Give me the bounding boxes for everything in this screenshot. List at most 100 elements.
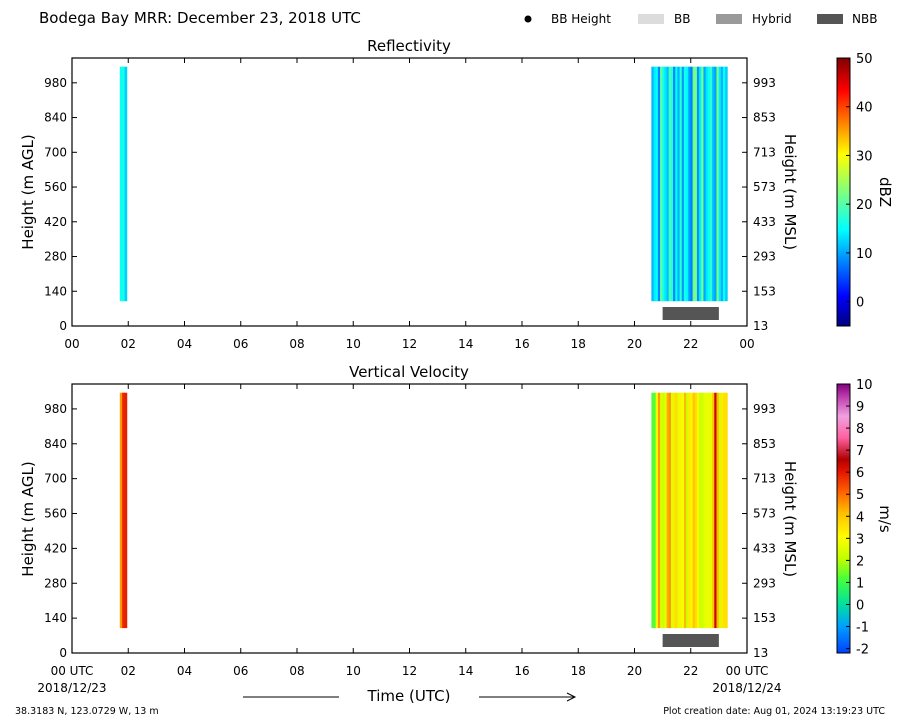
velocity-colorbar-ticks: -2 -1 0 1 2 3 4 5 6 7 8 9 10 [846,378,873,658]
reflectivity-nbb-bar [662,307,719,320]
velocity-y-right-tick-label: 993 [753,402,776,416]
reflectivity-echo-column [677,66,680,302]
reflectivity-x-tick-label: 10 [346,337,361,351]
bright-band-legend: BB Height BB Hybrid NBB [524,12,877,26]
velocity-y-tick-label: 560 [44,507,67,521]
reflectivity-echo-column [722,66,726,302]
reflectivity-echo-column [666,66,670,302]
reflectivity-echo-column [699,66,702,302]
velocity-colorbar-tick-label: 0 [856,598,864,613]
velocity-echo-column [725,392,728,629]
velocity-echo-column [677,392,680,629]
velocity-echoes [119,392,728,629]
velocity-echo-column [714,392,717,629]
reflectivity-y-ticks: 0 140 280 420 560 700 840 980 [44,76,77,333]
velocity-echo-column [696,392,700,629]
velocity-echo-column [686,392,689,629]
reflectivity-colorbar-label: dBZ [876,177,894,207]
velocity-echo-column [666,392,670,629]
reflectivity-x-tick-label: 18 [571,337,586,351]
velocity-echo-column [664,392,667,629]
velocity-echo-column [119,392,123,629]
velocity-echo-column [720,392,724,629]
velocity-colorbar-tick-label: 5 [856,488,864,503]
reflectivity-echo-column [664,66,667,302]
velocity-echo-column [718,392,722,629]
velocity-echo-column [124,392,128,629]
reflectivity-echo-column [714,66,717,302]
reflectivity-ylabel: Height (m AGL) [19,134,37,249]
velocity-x-tick-label: 22 [683,664,698,678]
reflectivity-y-right-tick-label: 433 [753,215,776,229]
velocity-echo-column [660,392,663,629]
velocity-echo-column [699,392,702,629]
reflectivity-y-right-tick-label: 853 [753,111,776,125]
reflectivity-colorbar [836,57,851,327]
time-axis-label: Time (UTC) [367,687,451,705]
start-date-label: 2018/12/23 [37,681,106,695]
reflectivity-x-tick-label: 20 [627,337,642,351]
reflectivity-echo-column [670,66,674,302]
velocity-colorbar-tick-label: 6 [856,466,864,481]
reflectivity-echo-column [688,66,691,302]
reflectivity-echo-column [673,66,676,302]
velocity-echo-column [673,392,676,629]
velocity-title: Vertical Velocity [349,363,469,381]
reflectivity-echo-column [720,66,724,302]
reflectivity-y-tick-label: 980 [44,76,67,90]
velocity-y-tick-label: 140 [44,611,67,625]
reflectivity-echo-column [716,66,720,302]
velocity-echo-column [651,392,654,629]
velocity-echo-column [675,392,678,629]
velocity-colorbar-label: m/s [876,505,894,533]
reflectivity-echo-column [707,66,711,302]
velocity-y-right-tick-label: 573 [753,507,776,521]
velocity-ylabel: Height (m AGL) [19,461,37,576]
reflectivity-echo-column [124,66,128,302]
velocity-echo-column [668,392,672,629]
velocity-echo-column [722,392,726,629]
velocity-echo-column [655,392,659,629]
reflectivity-colorbar-tick-label: 30 [856,149,873,164]
velocity-x-tick-label: 18 [571,664,586,678]
reflectivity-echo-column [675,66,678,302]
reflectivity-x-ticks: 00 02 04 06 08 10 12 14 16 18 20 22 00 [64,58,755,351]
velocity-y-right-tick-label: 853 [753,437,776,451]
velocity-colorbar-tick-label: 4 [856,510,864,525]
velocity-colorbar-tick-label: -1 [856,621,869,636]
velocity-y-tick-label: 420 [44,541,67,555]
velocity-x-tick-label: 04 [177,664,192,678]
velocity-colorbar-tick-label: 2 [856,554,864,569]
velocity-y-right-tick-label: 293 [753,576,776,590]
reflectivity-y-right-tick-label: 993 [753,76,776,90]
reflectivity-echo-column [725,66,728,302]
reflectivity-x-tick-label: 06 [233,337,248,351]
velocity-colorbar-tick-label: -2 [856,643,869,658]
reflectivity-colorbar-tick-label: 40 [856,101,873,116]
velocity-panel: Vertical Velocity 00 UTC 02 04 06 08 10 12 14 16… [19,363,894,678]
velocity-echo-column [707,392,711,629]
reflectivity-echo-column [712,66,715,302]
legend-label-hybrid: Hybrid [752,12,792,26]
reflectivity-x-tick-label: 00 [739,337,754,351]
reflectivity-y-tick-label: 700 [44,145,67,159]
velocity-echo-column [679,392,683,629]
velocity-nbb-bar [662,634,719,647]
velocity-colorbar-tick-label: 10 [856,378,873,393]
velocity-echo-column [709,392,713,629]
reflectivity-echo-column [122,66,125,302]
reflectivity-y-tick-label: 560 [44,180,67,194]
reflectivity-y-right-tick-label: 293 [753,250,776,264]
reflectivity-x-tick-label: 22 [683,337,698,351]
reflectivity-echo-column [690,66,693,302]
velocity-x-tick-label: 10 [346,664,361,678]
reflectivity-echo-column [718,66,722,302]
velocity-echo-column [657,392,661,629]
reflectivity-echo-column [692,66,696,302]
velocity-echo-column [692,392,696,629]
velocity-y-tick-label: 700 [44,472,67,486]
velocity-x-tick-label: 02 [121,664,136,678]
reflectivity-echo-column [681,66,685,302]
reflectivity-panel: Reflectivity 00 02 04 06 08 10 12 14 16 18 20 22 00 … [19,37,894,351]
